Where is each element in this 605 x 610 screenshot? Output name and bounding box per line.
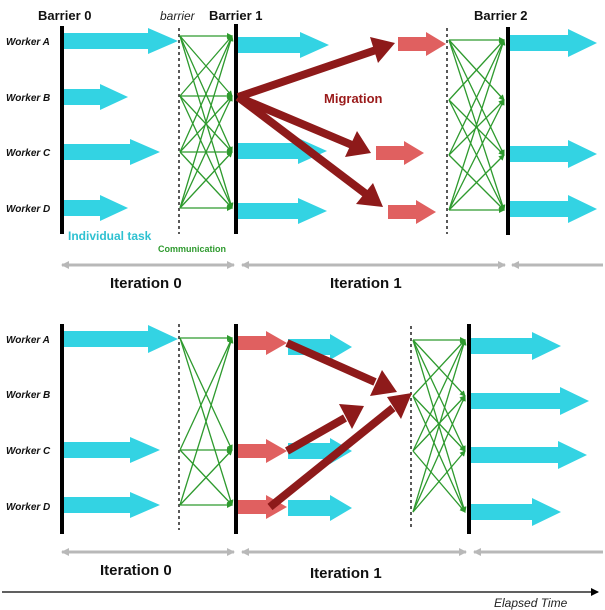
bottom-diagram: Worker A Worker B Worker C Worker D	[6, 324, 603, 582]
top-diagram: Barrier 0 barrier Barrier 1 Barrier 2 Wo…	[6, 8, 603, 292]
bottom-task-a-iter0	[64, 325, 178, 353]
bottom-barrier-0-line	[60, 324, 64, 534]
bottom-iteration-1-label: Iteration 1	[310, 565, 382, 582]
barrier-0-label: Barrier 0	[38, 8, 91, 23]
top-communication-1	[179, 33, 234, 211]
barrier-2-label: Barrier 2	[474, 8, 527, 23]
barrier-marker-label: barrier	[160, 9, 196, 23]
bottom-task-b-iter2	[471, 387, 589, 415]
bottom-migration-from-c	[285, 414, 347, 455]
top-task-a-iter0	[64, 28, 178, 54]
timeline: Elapsed Time	[2, 588, 599, 610]
top-migrated-task-a	[398, 32, 446, 56]
bottom-worker-a-label: Worker A	[6, 335, 50, 346]
barrier-1-label: Barrier 1	[209, 8, 262, 23]
top-communication-2	[448, 37, 506, 213]
top-task-d-iter0	[64, 195, 128, 221]
top-task-b-iter0	[64, 84, 128, 110]
migration-arrow-to-d	[235, 93, 369, 198]
bottom-task-a-iter2	[471, 332, 561, 360]
bottom-migration-arrows	[267, 339, 412, 511]
migration-arrow-to-a	[236, 46, 378, 101]
bottom-task-c-iter2	[471, 441, 587, 469]
communication-label: Communication	[158, 244, 226, 254]
bottom-barrier-1-line	[234, 324, 238, 534]
top-migrated-task-d	[388, 200, 436, 224]
bottom-task-c-iter0	[64, 437, 160, 463]
top-barrier-0-line	[60, 26, 64, 234]
top-task-d-iter1	[238, 198, 327, 224]
elapsed-time-label: Elapsed Time	[494, 596, 568, 610]
bottom-worker-d-label: Worker D	[6, 502, 50, 513]
bottom-communication-1	[179, 335, 234, 508]
top-iteration-1-label: Iteration 1	[330, 275, 402, 292]
top-barrier-1-line	[234, 24, 238, 234]
top-iteration-0-label: Iteration 0	[110, 275, 182, 292]
bottom-barrier-2-line	[467, 324, 471, 534]
top-worker-c-label: Worker C	[6, 148, 51, 159]
bottom-migration-from-a	[285, 339, 377, 386]
top-task-c-iter2	[510, 140, 597, 168]
migration-label: Migration	[324, 91, 383, 106]
bottom-iteration-0-label: Iteration 0	[100, 562, 172, 579]
top-worker-b-label: Worker B	[6, 93, 50, 104]
top-worker-a-label: Worker A	[6, 37, 50, 48]
individual-task-label: Individual task	[68, 229, 152, 243]
top-task-a-iter1	[238, 32, 329, 58]
bottom-worker-c-label: Worker C	[6, 446, 51, 457]
bottom-migrated-task-c	[238, 439, 287, 463]
bottom-migrated-task-a	[238, 331, 287, 355]
top-migration-arrows	[235, 37, 395, 207]
bottom-task-d-iter1	[288, 495, 352, 521]
bottom-worker-b-label: Worker B	[6, 390, 50, 401]
top-task-a-iter2	[510, 29, 597, 57]
bottom-migration-from-d	[267, 404, 396, 511]
migration-arrow-to-c	[236, 93, 354, 149]
top-barrier-2-line	[506, 27, 510, 235]
top-worker-d-label: Worker D	[6, 204, 50, 215]
top-task-c-iter0	[64, 139, 160, 165]
bottom-task-d-iter2	[471, 498, 561, 526]
top-task-d-iter2	[510, 195, 597, 223]
top-migrated-task-c	[376, 141, 424, 165]
bottom-task-d-iter0	[64, 492, 160, 518]
bottom-communication-2	[412, 337, 467, 513]
